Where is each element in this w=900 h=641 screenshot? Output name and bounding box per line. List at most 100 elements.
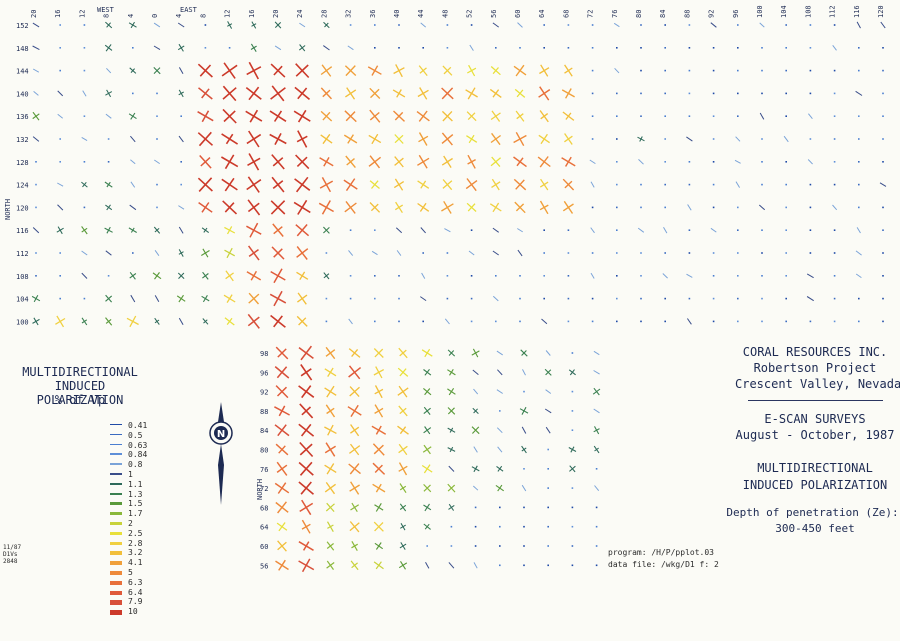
ip-point-marker <box>595 545 598 547</box>
ip-point-marker <box>688 161 691 163</box>
ip-point-marker <box>640 24 642 26</box>
ip-point-marker <box>519 275 521 277</box>
ip-direction-stroke <box>273 268 283 284</box>
ip-direction-stroke <box>296 156 308 167</box>
ip-survey-map: 20 16 12 8 4 0 4 8 12 16 20 24 28 32 36 40 44 48 52 56 60 64 6… <box>4 5 887 573</box>
top-tick-label: 108 <box>804 5 812 18</box>
ip-direction-stroke <box>130 135 136 143</box>
program-path: program: /H/P/pplot.03 <box>608 548 714 557</box>
ip-direction-stroke <box>273 226 283 235</box>
ip-direction-stroke <box>544 408 552 414</box>
ip-point-marker <box>523 525 525 528</box>
ip-point-marker <box>858 138 860 140</box>
ip-direction-stroke <box>492 295 499 302</box>
ip-direction-stroke <box>423 464 431 474</box>
ip-direction-stroke <box>539 156 549 168</box>
east-label: EAST <box>180 6 198 14</box>
ip-point-marker <box>809 92 812 95</box>
ip-direction-stroke <box>178 205 185 210</box>
top-tick-label: 104 <box>780 5 788 18</box>
ip-point-marker <box>809 69 812 72</box>
ip-direction-stroke <box>424 503 430 512</box>
ip-point-marker <box>543 24 545 26</box>
ip-point-marker <box>571 410 574 412</box>
ip-point-marker <box>712 115 715 117</box>
ip-point-marker <box>761 275 763 277</box>
ip-direction-stroke <box>540 133 548 145</box>
ip-direction-stroke <box>270 200 286 215</box>
ip-direction-stroke <box>399 543 407 549</box>
ip-point-marker <box>474 525 477 528</box>
ip-point-marker <box>374 320 376 323</box>
ip-direction-stroke <box>467 203 476 212</box>
ip-direction-stroke <box>224 202 235 213</box>
ip-direction-stroke <box>424 348 431 358</box>
west-label: WEST <box>97 6 115 14</box>
ip-direction-stroke <box>248 248 259 258</box>
ip-direction-stroke <box>417 89 429 98</box>
ip-direction-stroke <box>444 318 450 325</box>
ip-point-marker <box>567 275 570 277</box>
legend-value-label: 2.5 <box>128 528 143 538</box>
legend-value-label: 6.4 <box>128 587 143 597</box>
north-tick-label: 104 <box>16 296 29 304</box>
ip-point-marker <box>664 183 666 186</box>
ip-direction-stroke <box>154 159 160 165</box>
ip-point-marker <box>712 206 715 209</box>
ip-point-marker <box>664 206 666 209</box>
legend-value-label: 0.5 <box>128 430 143 440</box>
ip-direction-stroke <box>326 385 335 398</box>
ip-direction-stroke <box>350 404 359 417</box>
ip-point-marker <box>640 69 642 72</box>
ip-point-marker <box>83 161 86 163</box>
ip-point-marker <box>833 24 836 26</box>
top-tick-label: 0 <box>151 14 159 18</box>
depth-line-1: Depth of penetration (Ze): <box>726 506 899 519</box>
ip-direction-stroke <box>490 134 502 144</box>
ip-point-marker <box>882 297 884 300</box>
ip-direction-stroke <box>396 250 402 256</box>
ip-direction-stroke <box>323 157 330 167</box>
ip-point-marker <box>470 24 473 26</box>
ip-direction-stroke <box>570 446 575 453</box>
ip-point-marker <box>591 92 594 95</box>
ip-point-marker <box>426 545 428 547</box>
ip-point-marker <box>640 92 642 95</box>
ip-point-marker <box>325 320 328 323</box>
legend-value-label: 2 <box>128 519 133 528</box>
ip-direction-stroke <box>398 465 408 472</box>
ip-direction-stroke <box>545 389 552 394</box>
ip-direction-stroke <box>320 66 333 76</box>
ip-point-marker <box>858 115 860 117</box>
ip-direction-stroke <box>273 110 283 122</box>
ip-point-marker <box>519 297 521 300</box>
ip-point-marker <box>547 545 549 547</box>
ip-point-marker <box>446 275 449 277</box>
ip-point-marker <box>349 229 352 231</box>
ip-point-marker <box>737 69 739 72</box>
ip-point-marker <box>523 468 525 470</box>
ip-direction-stroke <box>540 113 549 120</box>
ip-direction-stroke <box>325 349 336 357</box>
top-tick-label: 4 <box>175 14 183 18</box>
ip-point-marker <box>785 183 787 186</box>
ip-point-marker <box>712 275 715 277</box>
ip-direction-stroke <box>247 316 260 327</box>
north-tick-label: 80 <box>260 447 268 455</box>
ip-direction-stroke <box>423 407 431 415</box>
ip-direction-stroke <box>200 157 211 167</box>
ip-point-marker <box>499 564 501 567</box>
top-tick-label: 84 <box>659 10 667 18</box>
ip-direction-stroke <box>350 426 360 434</box>
ip-direction-stroke <box>759 112 765 120</box>
top-tick-label: 8 <box>103 14 111 18</box>
ip-point-marker <box>519 320 521 323</box>
ip-point-marker <box>571 390 574 393</box>
top-tick-label: 16 <box>54 10 62 18</box>
top-tick-label: 100 <box>756 5 764 18</box>
ip-direction-stroke <box>106 204 111 211</box>
legend-value-label: 1.7 <box>128 509 143 519</box>
ip-point-marker <box>664 24 666 26</box>
map-title-line-2: INDUCED POLARIZATION <box>742 478 888 492</box>
ip-direction-stroke <box>492 250 499 256</box>
